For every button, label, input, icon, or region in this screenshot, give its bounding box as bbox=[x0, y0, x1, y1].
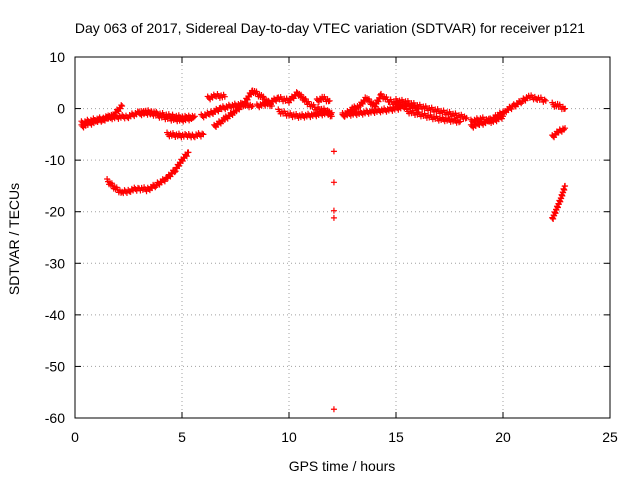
x-tick-label: 10 bbox=[281, 429, 297, 445]
data-point-marker bbox=[562, 182, 569, 189]
series-arc-6h-top bbox=[204, 91, 228, 103]
x-tick-label: 15 bbox=[388, 429, 404, 445]
series-arc-22h-drop bbox=[549, 182, 569, 222]
data-point-marker bbox=[365, 96, 372, 103]
data-point-marker bbox=[328, 109, 335, 116]
y-tick-label: -30 bbox=[45, 255, 65, 271]
data-point-marker bbox=[562, 125, 569, 132]
data-point-marker bbox=[542, 97, 549, 104]
y-tick-label: -20 bbox=[45, 204, 65, 220]
y-tick-label: 10 bbox=[49, 49, 65, 65]
data-point-marker bbox=[541, 96, 548, 103]
series-arc-dip bbox=[164, 129, 207, 141]
series-arc-10h bbox=[275, 106, 335, 121]
data-point-marker bbox=[463, 114, 470, 121]
series-arc-19h-low bbox=[467, 113, 506, 126]
data-point-marker bbox=[457, 118, 464, 125]
data-point-marker bbox=[183, 153, 190, 160]
data-point-marker bbox=[562, 105, 569, 112]
y-tick-label: -10 bbox=[45, 152, 65, 168]
y-tick-label: 0 bbox=[57, 101, 65, 117]
data-point-marker bbox=[108, 180, 115, 187]
y-axis: 10 0 -10 -20 -30 -40 -50 -60 bbox=[45, 49, 610, 426]
x-axis-label: GPS time / hours bbox=[289, 458, 396, 474]
series-arc-19h bbox=[467, 92, 549, 131]
data-point-marker bbox=[462, 115, 469, 122]
y-tick-label: -50 bbox=[45, 358, 65, 374]
data-point-marker bbox=[119, 102, 126, 109]
data-point-marker bbox=[185, 149, 192, 156]
data-point-marker bbox=[327, 110, 334, 117]
data-point-marker bbox=[260, 93, 267, 100]
data-point-marker bbox=[298, 91, 305, 98]
data-point-marker bbox=[330, 207, 337, 214]
data-point-marker bbox=[248, 103, 255, 110]
series-arc-mid bbox=[136, 108, 196, 125]
data-point-marker bbox=[215, 108, 222, 115]
y-tick-label: -60 bbox=[45, 410, 65, 426]
x-tick-label: 5 bbox=[178, 429, 186, 445]
series-arc-15h bbox=[393, 96, 470, 122]
x-axis: 0 5 10 15 20 25 bbox=[71, 57, 618, 445]
series-outliers-12h bbox=[330, 148, 337, 413]
data-point-marker bbox=[161, 178, 168, 185]
data-point-marker bbox=[241, 102, 248, 109]
x-tick-label: 20 bbox=[495, 429, 511, 445]
data-point-marker bbox=[500, 113, 506, 120]
data-point-marker bbox=[247, 90, 254, 97]
data-point-marker bbox=[244, 96, 251, 103]
data-point-marker bbox=[330, 148, 337, 155]
data-point-marker bbox=[199, 130, 206, 137]
series-arc-22h-mid bbox=[549, 125, 569, 141]
data-point-marker bbox=[189, 114, 196, 121]
y-tick-label: -40 bbox=[45, 307, 65, 323]
series-arc-22h-top bbox=[549, 99, 569, 113]
x-tick-label: 0 bbox=[71, 429, 79, 445]
series-arc-16h bbox=[403, 106, 464, 126]
data-point-marker bbox=[221, 93, 228, 100]
series-arc-rise bbox=[104, 149, 192, 197]
data-point-marker bbox=[326, 97, 333, 104]
chart-title: Day 063 of 2017, Sidereal Day-to-day VTE… bbox=[75, 20, 585, 36]
data-point-marker bbox=[508, 106, 515, 113]
data-point-marker bbox=[104, 175, 111, 182]
data-point-marker bbox=[273, 98, 280, 105]
series-arc-slope bbox=[211, 87, 275, 131]
plot-frame bbox=[74, 56, 611, 419]
data-point-marker bbox=[188, 115, 195, 122]
series-arc-low bbox=[78, 107, 198, 128]
data-point-marker bbox=[375, 98, 382, 105]
data-point-marker bbox=[171, 169, 178, 176]
data-point-marker bbox=[118, 102, 125, 109]
data-point-marker bbox=[330, 214, 337, 221]
y-axis-label: SDTVAR / TECUs bbox=[6, 183, 22, 295]
data-point-marker bbox=[200, 131, 207, 138]
data-point-marker bbox=[249, 102, 256, 109]
data-point-marker bbox=[330, 406, 337, 413]
data-point-marker bbox=[456, 119, 463, 126]
x-tick-label: 25 bbox=[602, 429, 618, 445]
data-point-marker bbox=[330, 179, 337, 186]
series-arc-11h bbox=[313, 93, 333, 105]
data-points bbox=[78, 87, 569, 413]
